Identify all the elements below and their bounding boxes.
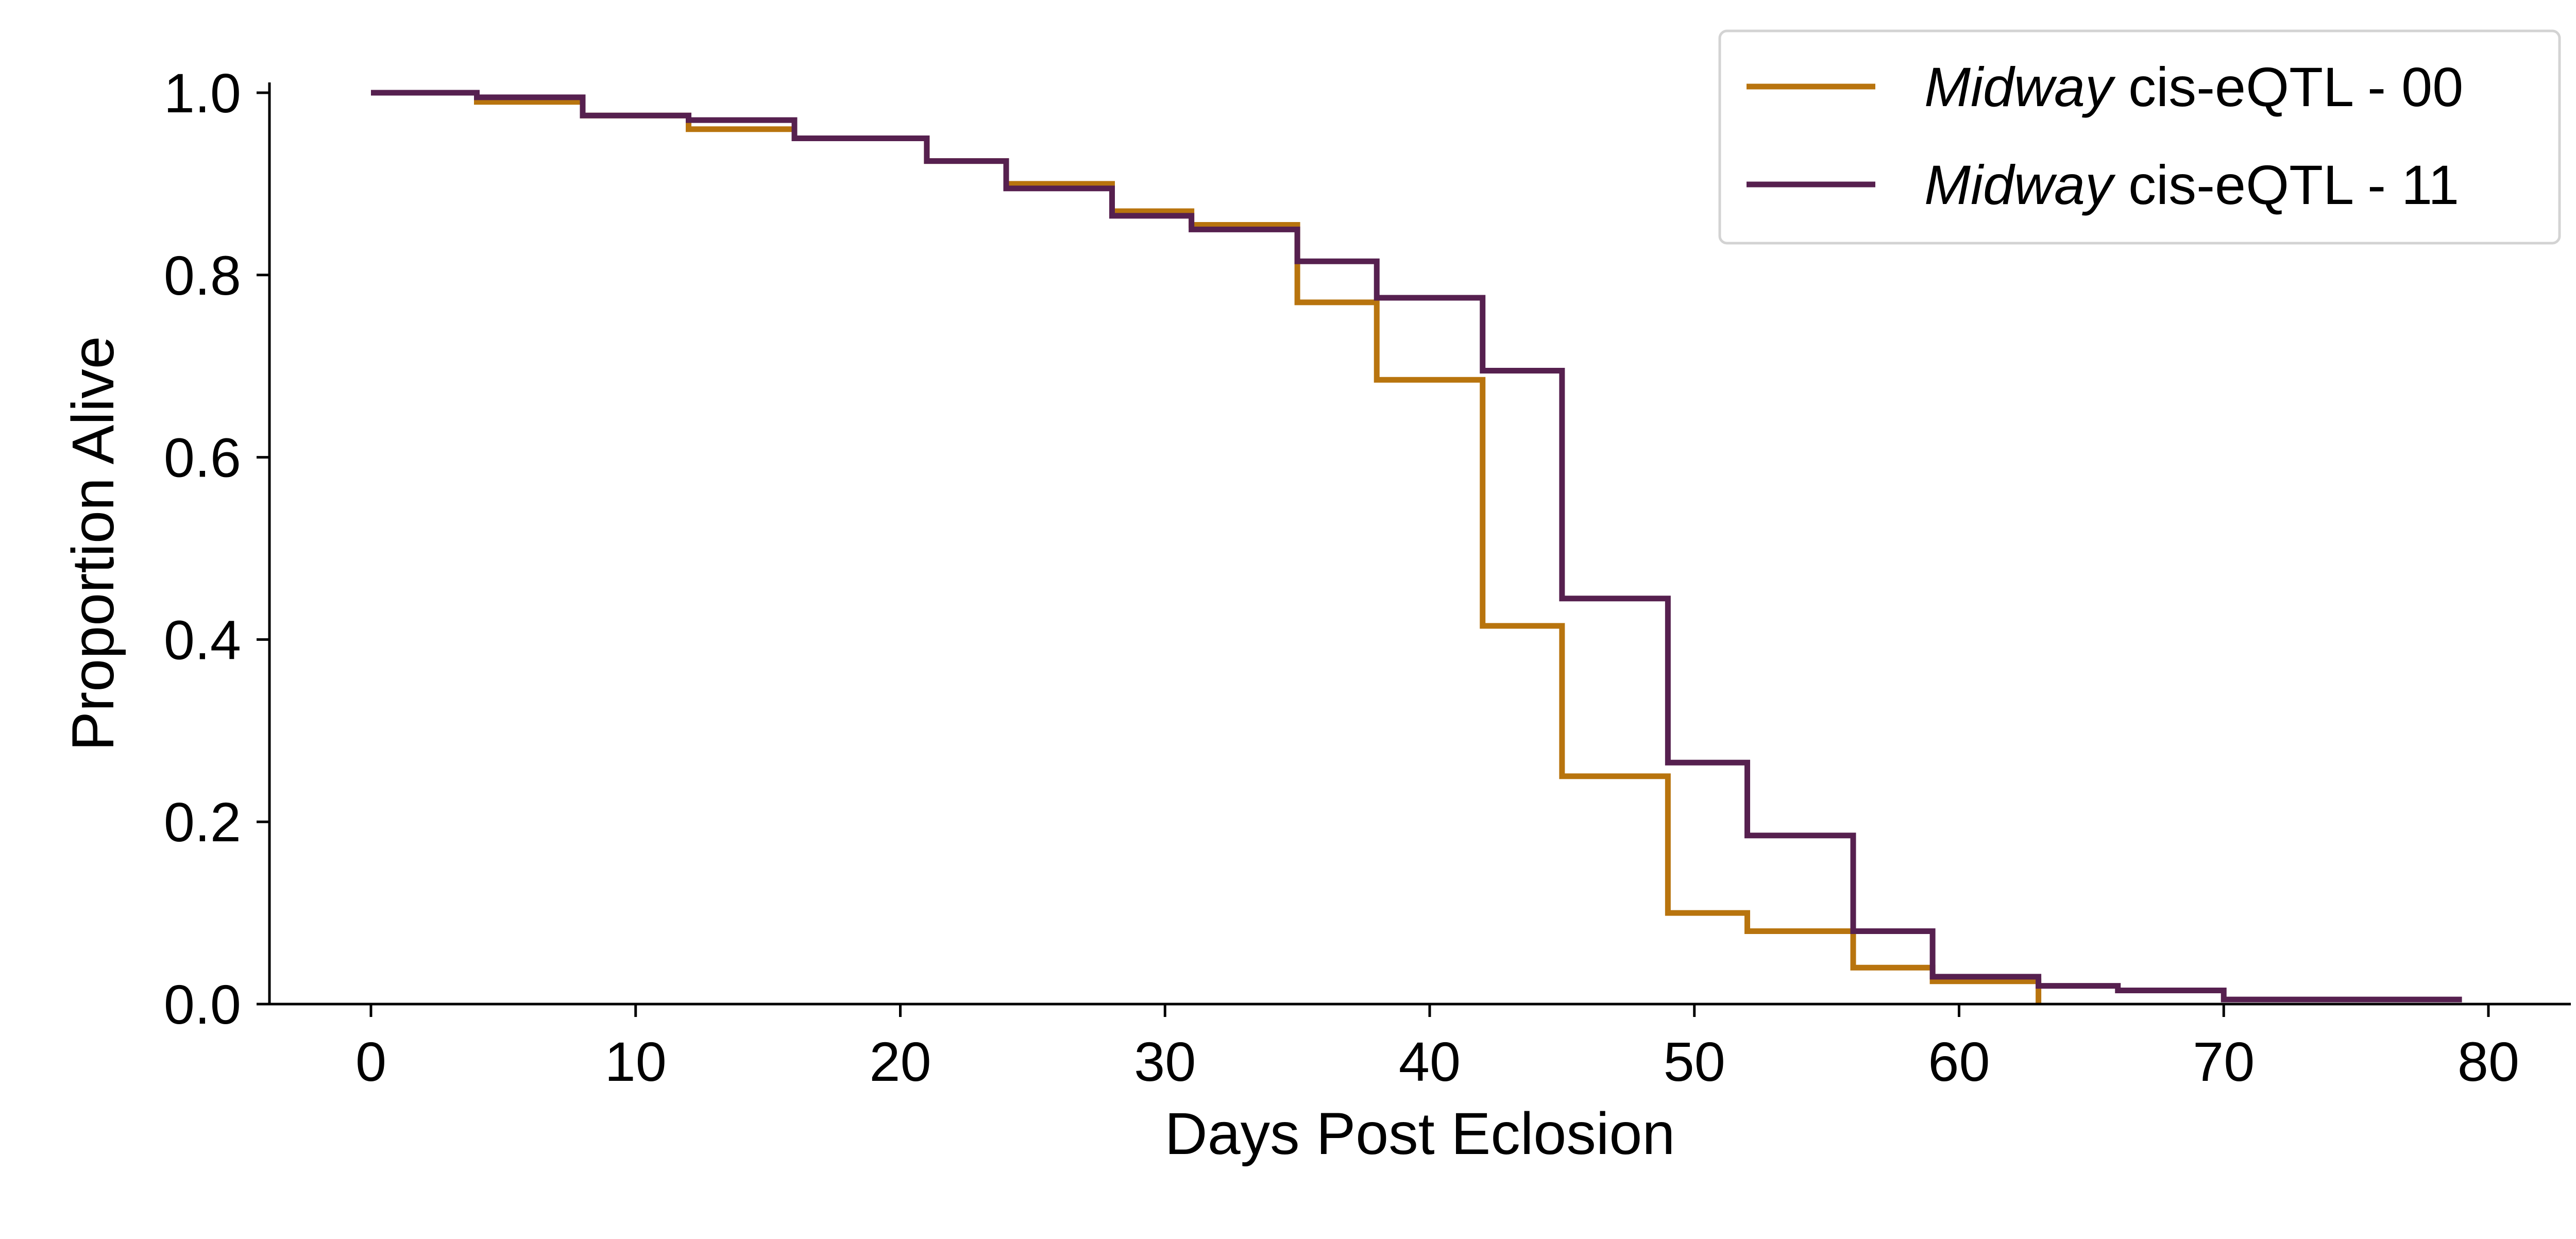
series-line-0: [371, 90, 2042, 1004]
y-tick-label: 0.8: [164, 244, 241, 307]
y-tick-label: 0.6: [164, 427, 241, 489]
legend-label-rest: cis-eQTL - 11: [2113, 154, 2459, 216]
axes-layer: [268, 82, 2571, 1006]
x-tick-label: 70: [2193, 1030, 2255, 1093]
x-tick-label: 20: [869, 1030, 931, 1093]
y-tick-label: 0.0: [164, 973, 241, 1036]
x-axis-title: Days Post Eclosion: [1165, 1101, 1675, 1167]
y-ticks: 0.0 0.2 0.4 0.6 0.8 1.0: [164, 62, 269, 1036]
series-layer: [371, 90, 2462, 1004]
x-tick-label: 40: [1399, 1030, 1461, 1093]
x-tick-label: 10: [605, 1030, 667, 1093]
y-tick-label: 0.4: [164, 608, 241, 671]
x-tick-label: 60: [1928, 1030, 1990, 1093]
x-tick-label: 0: [355, 1030, 386, 1093]
y-axis-title: Proportion Alive: [60, 336, 126, 751]
legend-label-0: Midway cis-eQTL - 00: [1924, 56, 2463, 118]
series-line-1: [371, 90, 2462, 1003]
legend-label-1: Midway cis-eQTL - 11: [1924, 154, 2459, 216]
x-ticks: 0 10 20 30 40 50 60 70 80: [355, 1004, 2519, 1093]
x-tick-label: 80: [2458, 1030, 2519, 1093]
y-tick-label: 0.2: [164, 791, 241, 853]
legend-box: [1718, 29, 2561, 245]
legend-label-rest: cis-eQTL - 00: [2113, 56, 2463, 118]
x-tick-label: 30: [1134, 1030, 1196, 1093]
legend-label-italic: Midway: [1924, 56, 2116, 118]
legend-label-italic: Midway: [1924, 154, 2116, 216]
x-tick-label: 50: [1664, 1030, 1725, 1093]
y-tick-label: 1.0: [164, 62, 241, 124]
